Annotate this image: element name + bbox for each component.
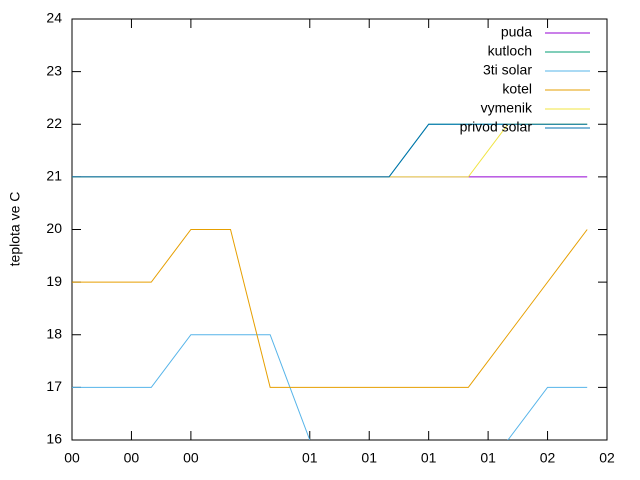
x-tick-label: 00 [64,450,80,466]
plot-lines [72,123,588,440]
legend-label: 3ti solar [483,62,532,78]
y-tick-label: 17 [46,378,62,394]
series-line [72,229,588,388]
legend-label: puda [501,24,532,40]
x-tick-label: 01 [302,450,318,466]
x-tick-label: 01 [361,450,377,466]
series-line [72,334,588,440]
legend-label: privod solar [460,119,533,135]
y-tick-label: 24 [46,10,62,26]
x-tick-label: 01 [480,450,496,466]
y-tick-label: 16 [46,431,62,447]
y-tick-label: 21 [46,168,62,184]
y-tick-label: 18 [46,325,62,341]
x-tick-label: 00 [124,450,140,466]
y-tick-label: 20 [46,220,62,236]
x-tick-label: 02 [540,450,556,466]
x-tick-label: 00 [183,450,199,466]
x-tick-label: 02 [599,450,615,466]
y-tick-label: 23 [46,62,62,78]
y-tick-label: 22 [46,115,62,131]
y-tick-label: 19 [46,273,62,289]
legend-label: kutloch [488,43,532,59]
legend-label: vymenik [481,100,533,116]
legend-label: kotel [502,81,532,97]
x-tick-label: 01 [421,450,437,466]
y-axis-label: teplota ve C [7,192,23,267]
series-line [72,123,588,178]
